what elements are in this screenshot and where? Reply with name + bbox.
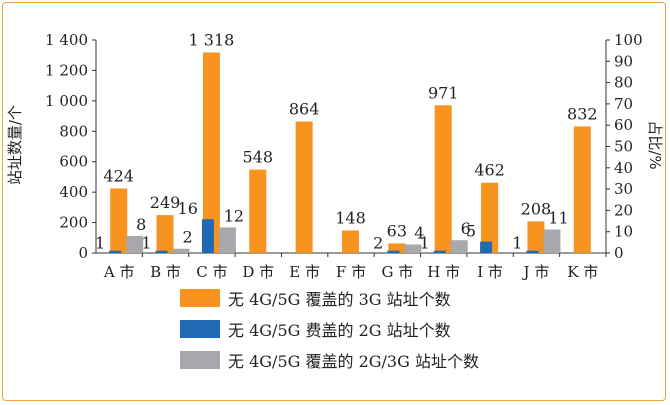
data-label-3g-sites: 249: [150, 193, 181, 212]
category-label: K 市: [567, 263, 598, 281]
right-tick-label: 30: [614, 180, 633, 198]
bar-2g3g-share: [404, 244, 422, 253]
category-label: C 市: [196, 263, 227, 281]
right-tick-label: 70: [614, 95, 633, 113]
bar-2g-sites: [109, 250, 122, 253]
bar-3g-sites: [527, 221, 545, 253]
bar-3g-sites: [295, 121, 313, 253]
bar-2g3g-share: [450, 240, 468, 253]
legend-swatch: [180, 351, 220, 369]
data-label-2g3g-share: 8: [136, 215, 146, 234]
left-tick-label: 1 000: [45, 92, 88, 110]
data-label-2g-sites: 16: [178, 199, 198, 218]
right-tick-label: 20: [614, 201, 633, 219]
data-label-2g3g-share: 4: [414, 223, 424, 242]
data-label-2g-sites: 1: [420, 234, 430, 253]
right-tick-label: 10: [614, 223, 633, 241]
data-label-2g-sites: 2: [373, 234, 383, 253]
category-label: H 市: [427, 263, 460, 281]
category-label: E 市: [289, 263, 320, 281]
bar-2g-sites: [155, 250, 168, 253]
right-tick-label: 90: [614, 52, 633, 70]
bar-2g3g-share: [218, 227, 236, 253]
bar-2g3g-share: [126, 235, 144, 253]
category-label: B 市: [150, 263, 181, 281]
data-label-3g-sites: 148: [335, 208, 366, 227]
data-label-2g3g-share: 12: [224, 206, 244, 225]
bar-2g-sites: [480, 241, 493, 253]
left-tick-label: 400: [59, 183, 88, 201]
bar-3g-sites: [249, 169, 267, 253]
left-tick-label: 600: [59, 153, 88, 171]
right-tick-label: 50: [614, 138, 633, 156]
data-label-3g-sites: 462: [474, 161, 505, 180]
category-label: A 市: [103, 263, 135, 281]
left-tick-label: 1 400: [45, 31, 88, 49]
data-label-3g-sites: 208: [521, 199, 552, 218]
legend-label: 无 4G/5G 覆盖的 3G 站址个数: [228, 290, 451, 309]
data-label-2g-sites: 1: [512, 234, 522, 253]
category-label: G 市: [381, 263, 413, 281]
right-axis-label: 占比/%: [646, 120, 664, 169]
category-label: J 市: [522, 263, 550, 281]
left-tick-label: 200: [59, 214, 88, 232]
left-tick-label: 1 200: [45, 61, 88, 79]
data-label-2g-sites: 5: [466, 222, 476, 241]
data-label-2g3g-share: 2: [182, 228, 192, 247]
bar-3g-sites: [481, 182, 499, 253]
legend-swatch: [180, 320, 220, 338]
bar-3g-sites: [434, 105, 452, 253]
category-label: I 市: [477, 263, 503, 281]
data-label-2g3g-share: 6: [461, 219, 471, 238]
left-tick-label: 800: [59, 122, 88, 140]
data-label-3g-sites: 864: [289, 100, 320, 119]
bar-2g3g-share: [543, 229, 561, 253]
data-label-3g-sites: 548: [242, 148, 273, 167]
right-tick-label: 40: [614, 159, 633, 177]
left-axis-label: 站址数量/个: [6, 105, 24, 185]
data-label-3g-sites: 63: [387, 221, 407, 240]
bar-3g-sites: [573, 126, 591, 253]
data-label-3g-sites: 832: [567, 104, 598, 123]
right-tick-label: 80: [614, 74, 633, 92]
bar-2g-sites: [433, 250, 446, 253]
data-label-3g-sites: 424: [103, 166, 134, 185]
bar-3g-sites: [202, 52, 220, 254]
bar-3g-sites: [342, 230, 359, 253]
data-label-3g-sites: 971: [428, 83, 459, 102]
data-label-2g-sites: 1: [95, 234, 105, 253]
data-label-2g3g-share: 11: [548, 209, 568, 228]
bar-3g-sites: [156, 215, 174, 253]
legend-swatch: [180, 289, 220, 307]
right-tick-label: 60: [614, 116, 633, 134]
bar-3g-sites: [110, 188, 128, 253]
legend-label: 无 4G/5G 费盖的 2G 站址个数: [228, 321, 451, 340]
right-tick-label: 100: [614, 31, 643, 49]
category-label: F 市: [336, 263, 366, 281]
bar-3g-sites: [388, 243, 406, 253]
bar-2g-sites: [201, 219, 214, 253]
bar-2g3g-share: [172, 248, 190, 253]
data-label-2g-sites: 1: [141, 234, 151, 253]
category-label: D 市: [242, 263, 274, 281]
data-label-3g-sites: 1 318: [189, 30, 235, 49]
left-tick-label: 0: [78, 244, 88, 262]
legend-label: 无 4G/5G 覆盖的 2G/3G 站址个数: [228, 352, 479, 371]
right-tick-label: 0: [614, 244, 624, 262]
bar-2g-sites: [526, 250, 539, 253]
bar-2g-sites: [387, 250, 400, 253]
